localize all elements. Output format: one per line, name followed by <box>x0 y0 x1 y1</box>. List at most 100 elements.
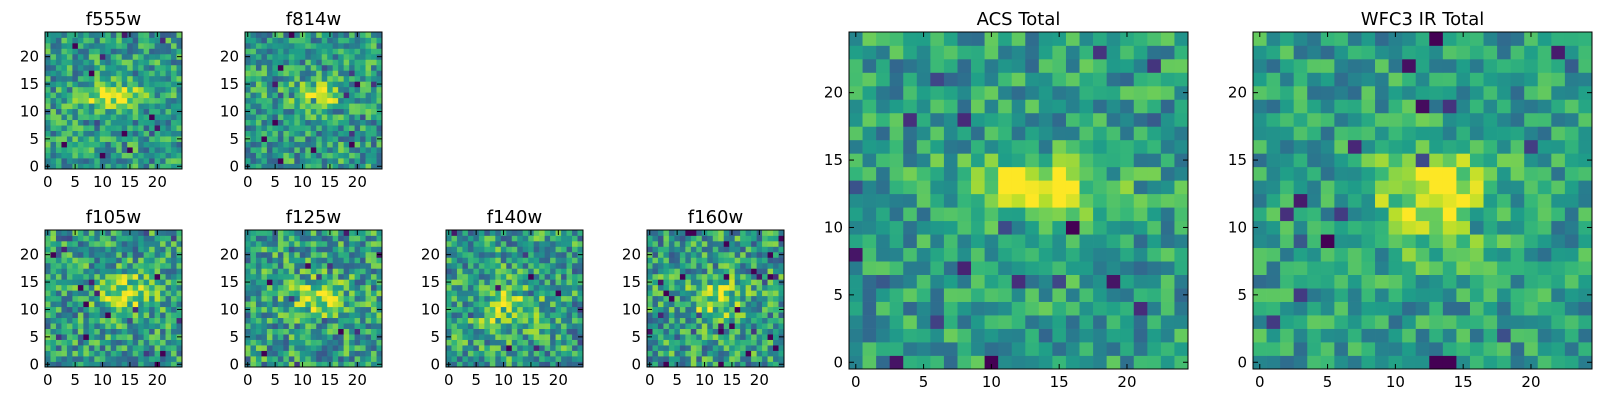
heatmap-cell <box>66 262 73 269</box>
heatmap-cell <box>338 235 344 242</box>
heatmap-cell <box>984 301 999 316</box>
heatmap-cell <box>652 350 659 357</box>
heatmap-cell <box>294 361 301 368</box>
heatmap-cell <box>517 290 524 297</box>
heatmap-cell <box>1052 126 1067 141</box>
heatmap-cell <box>245 317 251 324</box>
heatmap-cell <box>1093 342 1107 356</box>
heatmap-cell <box>446 240 452 247</box>
heatmap-cell <box>663 262 670 269</box>
heatmap-cell <box>261 246 268 253</box>
heatmap-cell <box>94 53 101 60</box>
heatmap-cell <box>957 85 972 100</box>
heatmap-cell <box>1293 166 1308 181</box>
heatmap-cell <box>1038 126 1053 141</box>
heatmap-cell <box>1320 288 1335 302</box>
heatmap-cell <box>889 139 904 154</box>
heatmap-cell <box>349 97 355 104</box>
heatmap-cell <box>294 141 301 148</box>
heatmap-cell <box>310 53 317 60</box>
heatmap-cell <box>473 273 480 280</box>
heatmap-cell <box>1079 45 1094 60</box>
heatmap-cell <box>310 141 317 148</box>
heatmap-cell <box>55 268 62 275</box>
heatmap-cell <box>889 274 904 289</box>
heatmap-cell <box>299 306 306 313</box>
heatmap-cell <box>456 262 463 269</box>
heatmap-cell <box>712 279 719 286</box>
heatmap-cell <box>734 284 741 291</box>
heatmap-cell <box>138 97 144 104</box>
heatmap-cell <box>138 290 144 297</box>
heatmap-cell <box>1052 72 1067 87</box>
heatmap-cell <box>105 334 112 340</box>
heatmap-cell <box>338 70 344 77</box>
heatmap-cell <box>105 323 112 329</box>
heatmap-cell <box>338 356 344 362</box>
heatmap-cell <box>1147 274 1162 289</box>
heatmap-cell <box>105 312 112 319</box>
heatmap-cell <box>277 108 284 115</box>
heatmap-cell <box>72 92 79 99</box>
heatmap-cell <box>343 86 350 93</box>
heatmap-cell <box>50 59 57 66</box>
x-tick-label: 20 <box>750 371 769 389</box>
heatmap-cell <box>132 152 139 159</box>
heatmap-cell <box>50 356 57 362</box>
heatmap-cell <box>77 262 84 269</box>
heatmap-cell <box>1361 247 1376 262</box>
heatmap-cell <box>984 126 999 141</box>
heatmap-cell <box>250 158 257 164</box>
heatmap-cell <box>110 119 117 126</box>
heatmap-cell <box>734 273 741 280</box>
heatmap-cell <box>138 301 144 308</box>
x-tick-label: 0 <box>243 173 253 191</box>
heatmap-cell <box>1334 261 1349 275</box>
heatmap-cell <box>277 136 284 142</box>
heatmap-cell <box>354 130 361 137</box>
heatmap-cell <box>484 246 491 253</box>
heatmap-cell <box>310 152 317 159</box>
heatmap-cell <box>1402 166 1417 181</box>
heatmap-cell <box>176 328 183 335</box>
heatmap-cell <box>332 279 339 286</box>
heatmap-cell <box>1266 328 1281 343</box>
heatmap-cell <box>354 136 361 142</box>
heatmap-cell <box>734 268 741 275</box>
heatmap-cell <box>149 339 155 346</box>
heatmap-cell <box>55 163 62 170</box>
heatmap-cell <box>327 125 334 131</box>
heatmap-cell <box>484 290 491 297</box>
x-tick-label: 0 <box>851 373 861 391</box>
heatmap-cell <box>734 312 741 319</box>
heatmap-cell <box>729 350 736 357</box>
heatmap-cell <box>149 323 155 329</box>
heatmap-cell <box>360 262 366 269</box>
heatmap-cell <box>478 279 485 286</box>
heatmap-cell <box>354 323 361 329</box>
heatmap-cell <box>930 85 945 100</box>
heatmap-cell <box>349 350 355 357</box>
heatmap-cell <box>277 279 284 286</box>
heatmap-cell <box>555 268 562 275</box>
heatmap-cell <box>456 306 463 313</box>
heatmap-cell <box>305 301 312 308</box>
heatmap-cell <box>451 361 458 368</box>
x-tick-label: 5 <box>270 173 280 191</box>
heatmap-cell <box>467 323 474 329</box>
heatmap-cell <box>94 152 101 159</box>
heatmap-cell <box>561 279 567 286</box>
heatmap-cell <box>272 240 279 247</box>
heatmap-cell <box>343 92 350 99</box>
heatmap-cell <box>1120 220 1135 235</box>
heatmap-cell <box>1347 342 1362 356</box>
heatmap-cell <box>110 251 117 258</box>
heatmap-cell <box>94 301 101 308</box>
heatmap-cell <box>283 273 290 280</box>
heatmap-cell <box>171 163 177 170</box>
heatmap-cell <box>99 92 106 99</box>
heatmap-cell <box>862 99 877 114</box>
heatmap-cell <box>110 37 117 44</box>
heatmap-cell <box>566 273 573 280</box>
heatmap-cell <box>316 37 323 44</box>
